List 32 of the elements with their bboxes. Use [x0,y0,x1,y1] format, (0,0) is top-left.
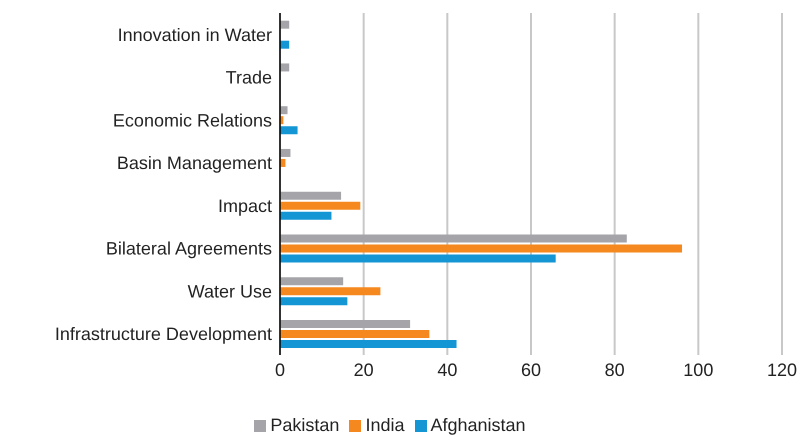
bar [280,212,332,220]
x-tick-label: 100 [683,360,714,380]
y-tick-label: Infrastructure Development [54,324,272,344]
x-tick-label: 40 [437,360,458,380]
y-tick-label: Impact [218,196,272,216]
legend-label: Pakistan [270,415,340,435]
legend-label: Afghanistan [430,415,526,435]
bar [280,297,348,306]
bar [280,340,457,348]
bar [280,320,410,328]
bar [280,202,360,210]
bar [280,277,344,286]
x-tick-label: 60 [520,360,542,380]
y-tick-label: Bilateral Agreements [106,238,272,259]
x-tick-label: 0 [274,360,286,380]
bar [280,234,627,242]
y-tick-label: Innovation in Water [118,24,272,45]
x-tick-label: 80 [604,360,625,380]
bar [280,126,298,134]
y-tick-label: Basin Management [116,153,272,174]
legend-label: India [365,415,404,435]
bar [280,148,290,157]
y-tick-label: Economic Relations [112,110,272,130]
x-tick-label: 20 [354,360,374,380]
bar [280,244,682,252]
bar [280,287,380,296]
y-tick-label: Trade [226,68,272,88]
bar [280,254,556,262]
y-tick-label: Water Use [188,281,272,302]
bar [280,330,430,338]
bar [280,192,342,200]
x-tick-label: 120 [766,360,798,380]
